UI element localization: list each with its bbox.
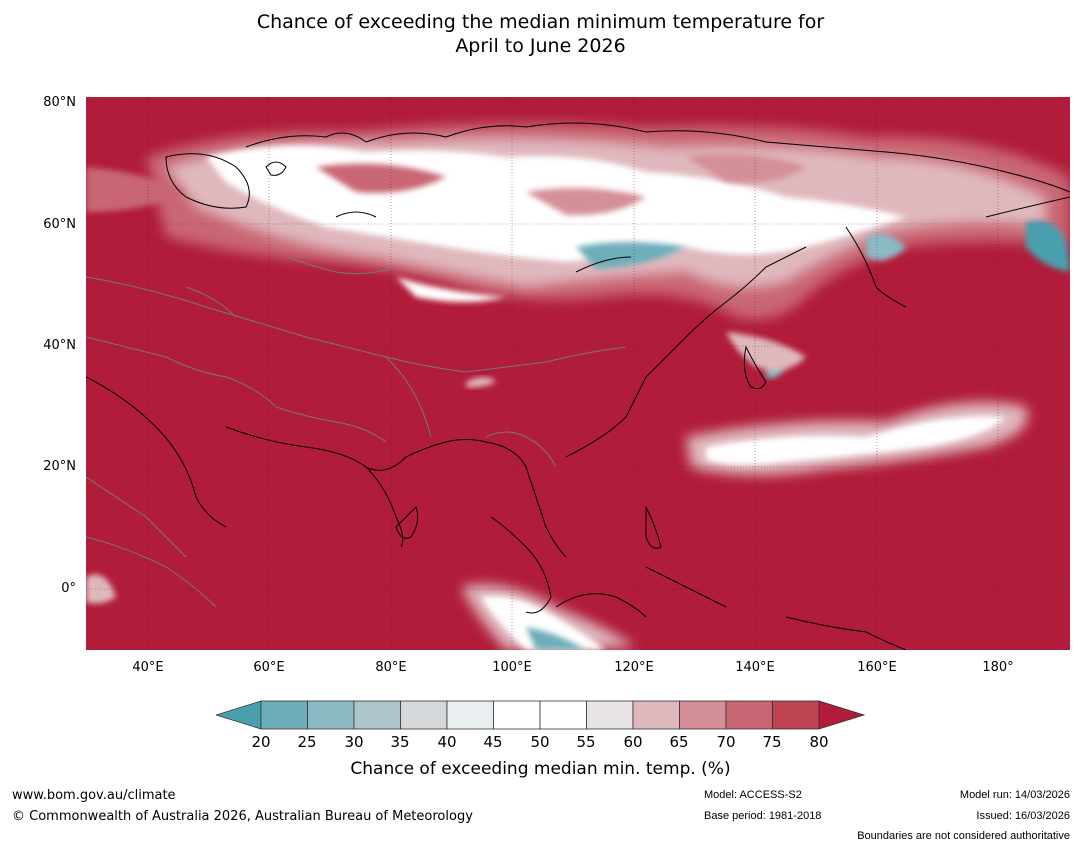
lon-label-160e: 160°E [857,660,897,675]
borders [86,256,627,608]
colorbar-tick: 55 [576,733,596,751]
colorbar [216,700,866,730]
colorbar-cell [539,700,587,730]
colorbar-label: Chance of exceeding median min. temp. (%… [350,759,731,779]
graticule [86,97,1070,650]
north-band [86,123,1070,379]
lat-label-40n: 40°N [43,338,76,353]
colorbar-cell [307,700,355,730]
footer-model: Model: ACCESS-S2 [704,789,802,801]
footer-model-run: Model run: 14/03/2026 [959,789,1070,801]
colorbar-cell [725,700,773,730]
lon-label-120e: 120°E [614,660,654,675]
lat-label-80n: 80°N [43,95,76,110]
colorbar-cell [632,700,680,730]
indonesia-patch [86,574,636,650]
colorbar-extend-high [818,700,866,730]
lat-label-20n: 20°N [43,459,76,474]
colorbar-tick: 35 [390,733,410,751]
colorbar-tick: 45 [483,733,503,751]
colorbar-cell [586,700,634,730]
title-line-1: Chance of exceeding the median minimum t… [256,11,825,33]
pacific-band [466,377,1028,476]
lon-label-80e: 80°E [375,660,407,675]
colorbar-cell [400,700,448,730]
lon-label-100e: 100°E [492,660,532,675]
colorbar-tick: 25 [297,733,317,751]
colorbar-tick: 40 [437,733,457,751]
lon-label-180: 180° [982,660,1014,675]
map-panel [86,97,1070,650]
lon-label-60e: 60°E [253,660,285,675]
footer-url: www.bom.gov.au/climate [12,788,176,803]
map-title: Chance of exceeding the median minimum t… [0,10,1081,58]
colorbar-cell [260,700,308,730]
colorbar-cell [493,700,541,730]
coastlines [86,122,1070,650]
colorbar-cell [353,700,401,730]
lon-label-140e: 140°E [735,660,775,675]
colorbar-tick: 65 [669,733,689,751]
lat-label-60n: 60°N [43,217,76,232]
colorbar-cell [679,700,727,730]
japan-patch [726,332,806,371]
colorbar-tick: 50 [530,733,550,751]
colorbar-cell [772,700,820,730]
colorbar-tick: 70 [716,733,736,751]
colorbar-tick: 75 [762,733,782,751]
lat-label-0: 0° [61,581,76,596]
footer-copyright: © Commonwealth of Australia 2026, Austra… [12,809,473,824]
footer-issued: Issued: 16/03/2026 [976,810,1070,822]
title-line-2: April to June 2026 [455,35,626,57]
colorbar-tick: 80 [809,733,829,751]
footer-base-period: Base period: 1981-2018 [704,810,822,822]
lon-label-40e: 40°E [132,660,164,675]
colorbar-extend-low [216,700,262,730]
colorbar-tick: 30 [344,733,364,751]
colorbar-tick: 20 [251,733,271,751]
footer-boundaries: Boundaries are not considered authoritat… [857,830,1070,842]
colorbar-cell [446,700,494,730]
map-svg [86,97,1070,650]
colorbar-tick: 60 [623,733,643,751]
